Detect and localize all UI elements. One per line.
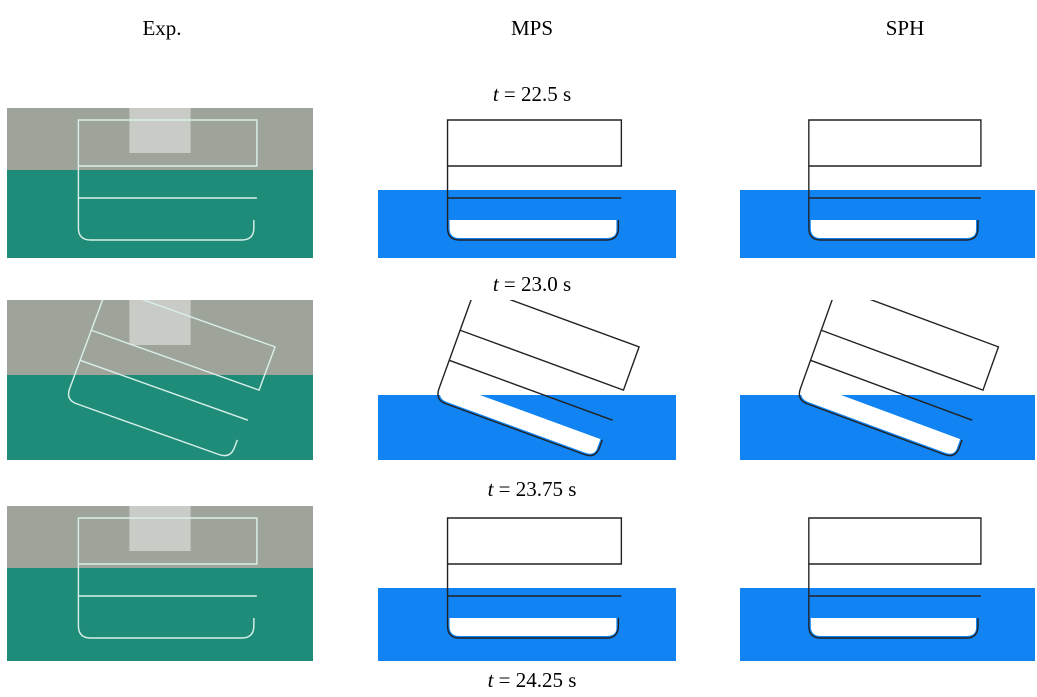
upper-box [90, 300, 277, 392]
simulation-snapshot [378, 517, 676, 661]
hull [446, 564, 620, 639]
hull [808, 166, 979, 241]
hull-air [449, 618, 617, 636]
support [129, 108, 191, 153]
ship [77, 119, 258, 241]
simulation-snapshot [740, 300, 1035, 460]
time-label: t = 23.0 s [493, 272, 571, 297]
hull [437, 330, 603, 457]
upper-box [446, 517, 623, 565]
upper-box [820, 300, 1000, 392]
hull-air [810, 220, 976, 238]
hull [77, 166, 255, 241]
hull [446, 166, 620, 241]
ship [808, 517, 982, 639]
column-header: SPH [885, 16, 925, 40]
deck-line [810, 359, 973, 421]
ship [446, 517, 623, 639]
upper-box [808, 517, 982, 565]
ship [446, 119, 623, 241]
time-variable: t [492, 82, 499, 106]
hull [77, 564, 255, 639]
ship [67, 300, 277, 457]
upper-box [459, 300, 640, 392]
simulation-snapshot [740, 517, 1035, 661]
simulation-snapshot [740, 119, 1035, 258]
water [7, 568, 313, 661]
water [7, 375, 313, 460]
deck-line [448, 359, 613, 421]
experiment-photo [7, 300, 313, 460]
upper-box [808, 119, 982, 167]
upper-box [77, 119, 258, 167]
support [129, 300, 191, 345]
ship [437, 300, 640, 457]
time-variable: t [487, 668, 494, 692]
hull-air [439, 381, 601, 454]
time-variable: t [487, 477, 494, 501]
time-value: = 24.25 s [498, 668, 577, 692]
support [129, 506, 191, 551]
hull [67, 330, 238, 457]
time-label: t = 22.5 s [493, 82, 571, 107]
hull-air [801, 381, 961, 454]
ship [798, 300, 1000, 457]
hull [798, 330, 963, 457]
deck-line [79, 359, 249, 421]
hull-air [449, 220, 617, 238]
ship [77, 517, 258, 639]
column-header: Exp. [142, 16, 182, 40]
upper-box [77, 517, 258, 565]
hull-air [810, 618, 976, 636]
experiment-photo [7, 506, 313, 661]
time-label: t = 23.75 s [488, 477, 577, 502]
simulation-snapshot [378, 119, 676, 258]
time-variable: t [492, 272, 499, 296]
upper-box [446, 119, 623, 167]
experiment-photo [7, 108, 313, 258]
simulation-snapshot [378, 300, 676, 460]
time-value: = 23.0 s [503, 272, 572, 296]
water [7, 170, 313, 258]
column-header: MPS [510, 16, 554, 40]
time-value: = 23.75 s [498, 477, 577, 501]
ship [808, 119, 982, 241]
hull [808, 564, 979, 639]
time-value: = 22.5 s [503, 82, 572, 106]
time-label: t = 24.25 s [488, 668, 577, 693]
